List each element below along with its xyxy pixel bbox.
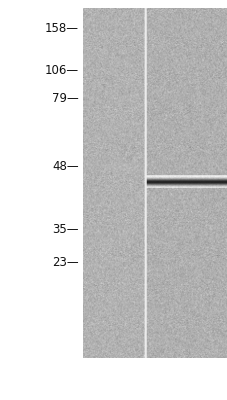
Text: 23—: 23— xyxy=(52,256,78,268)
Text: 158—: 158— xyxy=(44,22,78,34)
Text: 79—: 79— xyxy=(52,92,78,104)
Text: 106—: 106— xyxy=(44,64,78,76)
Text: 35—: 35— xyxy=(52,224,78,236)
Text: 48—: 48— xyxy=(52,160,78,172)
